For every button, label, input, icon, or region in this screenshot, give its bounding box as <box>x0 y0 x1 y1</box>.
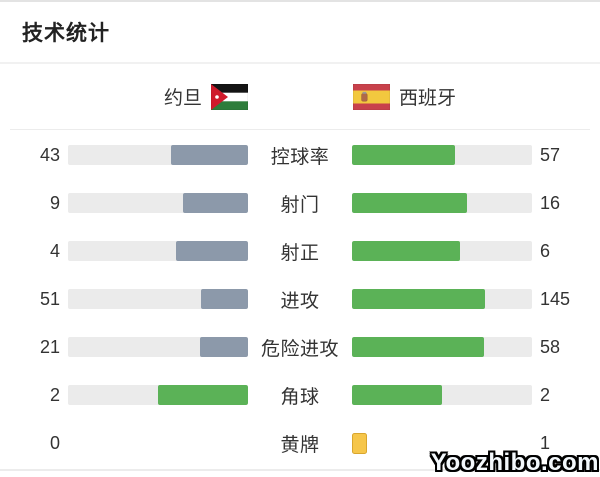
away-team: 西班牙 <box>300 83 600 110</box>
home-team-name: 约旦 <box>163 88 202 109</box>
stat-label: 角球 <box>280 386 320 408</box>
away-bar <box>352 385 532 405</box>
away-value: 58 <box>540 336 561 357</box>
stat-label: 射正 <box>280 242 320 264</box>
stat-label: 黄牌 <box>280 434 320 456</box>
away-value: 57 <box>540 144 561 165</box>
stat-row-shots-on-target: 4 射正 6 <box>0 227 600 275</box>
away-value: 6 <box>540 240 551 261</box>
yellow-card-icon <box>352 432 367 454</box>
bottom-divider <box>0 469 600 471</box>
watermark: Yoozhibo.com <box>430 449 599 476</box>
away-bar <box>352 289 532 309</box>
home-cards-area <box>68 433 248 453</box>
header-divider <box>10 129 590 130</box>
home-value: 2 <box>49 384 60 405</box>
stat-row-dangerous-attacks: 21 危险进攻 58 <box>0 323 600 371</box>
stat-row-yellow-cards: 0 黄牌 1 <box>0 419 600 467</box>
away-bar <box>352 241 532 261</box>
away-bar <box>352 193 532 213</box>
stat-label: 射门 <box>280 194 320 216</box>
away-cards-area <box>352 432 532 454</box>
home-bar <box>68 337 248 357</box>
home-value: 0 <box>49 432 60 453</box>
page-title: 技术统计 <box>22 22 110 45</box>
home-bar <box>68 241 248 261</box>
home-value: 21 <box>39 336 60 357</box>
away-team-name: 西班牙 <box>399 88 457 109</box>
away-value: 1 <box>540 432 551 453</box>
spain-flag-icon <box>353 83 390 110</box>
title-divider <box>0 62 600 64</box>
away-bar <box>352 145 532 165</box>
home-bar <box>68 385 248 405</box>
away-value: 2 <box>540 384 551 405</box>
stat-label: 进攻 <box>280 290 320 312</box>
stat-label: 控球率 <box>270 146 330 168</box>
home-value: 51 <box>39 288 60 309</box>
stat-label: 危险进攻 <box>260 338 339 360</box>
jordan-flag-icon <box>211 83 248 110</box>
home-value: 43 <box>39 144 60 165</box>
stat-row-corners: 2 角球 2 <box>0 371 600 419</box>
home-bar <box>68 289 248 309</box>
stats-list: 43 控球率 57 9 射门 16 4 射正 6 51 进攻 145 <box>0 130 600 467</box>
title-bar: 技术统计 <box>0 2 600 62</box>
home-bar <box>68 193 248 213</box>
home-team: 约旦 <box>0 83 300 110</box>
away-bar <box>352 337 532 357</box>
away-value: 145 <box>540 288 571 309</box>
stat-row-possession: 43 控球率 57 <box>0 131 600 179</box>
home-value: 4 <box>49 240 60 261</box>
home-value: 9 <box>49 192 60 213</box>
home-bar <box>68 145 248 165</box>
teams-header: 约旦 <box>0 64 600 129</box>
stat-row-shots: 9 射门 16 <box>0 179 600 227</box>
away-value: 16 <box>540 192 561 213</box>
stat-row-attacks: 51 进攻 145 <box>0 275 600 323</box>
